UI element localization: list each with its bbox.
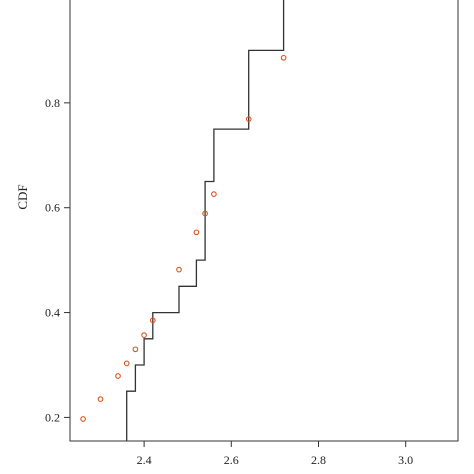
data-point <box>211 191 217 197</box>
y-axis: 0.2 0.4 0.6 0.8 <box>45 96 70 424</box>
x-tick-label: 2.4 <box>137 453 152 467</box>
empirical-cdf-step-line <box>126 0 285 441</box>
data-point <box>176 266 182 273</box>
y-tick-label: 0.8 <box>45 96 60 110</box>
data-point <box>132 346 139 353</box>
data-point <box>123 360 130 367</box>
x-tick-label: 3.0 <box>398 453 413 467</box>
data-point <box>245 116 252 122</box>
x-tick-label: 2.6 <box>224 453 239 467</box>
y-tick-label: 0.4 <box>45 306 60 320</box>
data-point <box>141 332 147 338</box>
data-point <box>202 210 208 217</box>
y-axis-title: CDF <box>15 184 30 209</box>
data-point <box>115 373 121 379</box>
x-tick-label: 2.8 <box>311 453 326 467</box>
y-tick-label: 0.2 <box>45 410 60 424</box>
data-point <box>280 54 287 61</box>
data-point <box>193 229 200 236</box>
data-point <box>97 396 104 402</box>
data-point <box>80 416 86 422</box>
plot-area <box>80 0 287 441</box>
axes-frame <box>69 0 459 442</box>
y-tick-label: 0.6 <box>45 201 60 215</box>
x-axis: 2.4 2.6 2.8 3.0 <box>137 441 413 467</box>
data-point <box>149 317 156 324</box>
